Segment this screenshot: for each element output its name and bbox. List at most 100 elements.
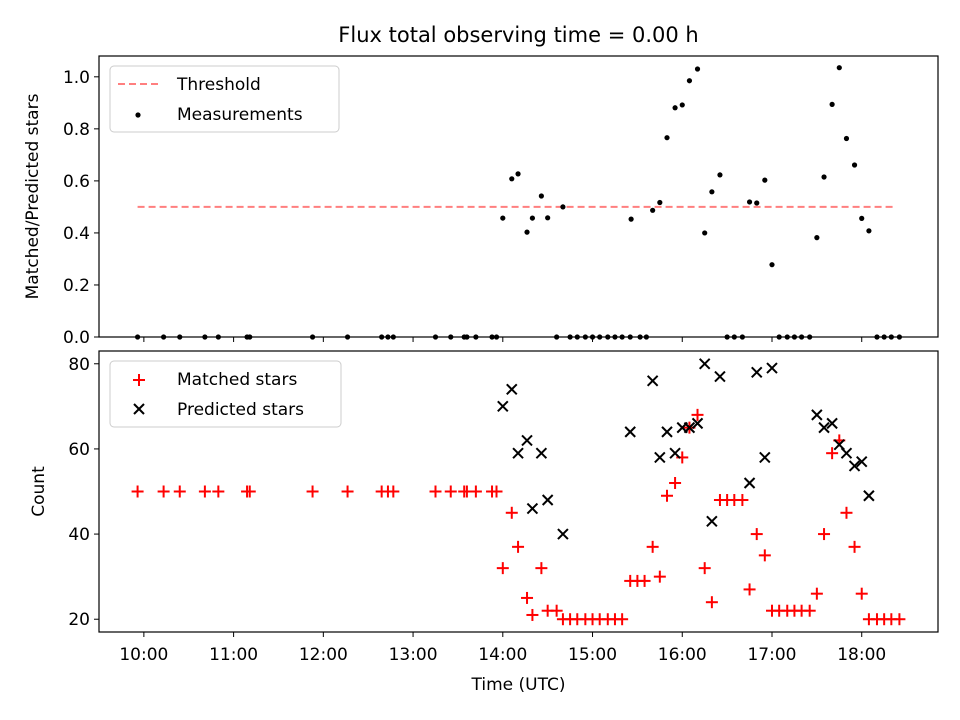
x-tick-label: 12:00: [299, 645, 348, 665]
measurement-point: [829, 101, 835, 107]
matched-point: [893, 613, 906, 626]
predicted-point: [691, 417, 704, 430]
top-legend-box: [109, 65, 340, 133]
predicted-point: [818, 421, 830, 434]
predicted-point: [654, 451, 666, 464]
matched-point: [646, 540, 659, 553]
y-tick-label: 0.0: [63, 328, 90, 348]
x-tick-label: 14:00: [478, 645, 527, 665]
matched-point: [429, 485, 442, 498]
top-title: Flux total observing time = 0.00 h: [338, 23, 698, 47]
bottom-y-ticks: 20 40 60 80: [68, 355, 99, 630]
x-tick-label: 10:00: [119, 645, 168, 665]
matched-point: [131, 485, 144, 498]
matched-point: [173, 485, 186, 498]
bottom-axes-frame: [98, 350, 939, 633]
measurement-point: [836, 65, 842, 71]
predicted-legend-swatch: [133, 403, 145, 415]
bottom-legend-box: [109, 360, 342, 428]
measurement-point: [664, 135, 670, 141]
matched-point: [638, 574, 651, 587]
x-tick-label: 18:00: [837, 645, 886, 665]
predicted-point: [743, 477, 756, 489]
top-legend: Threshold Measurements: [109, 65, 340, 133]
matched-point: [736, 494, 749, 507]
predicted-point: [766, 362, 778, 374]
top-x-ticks: [143, 337, 863, 342]
predicted-point: [848, 460, 861, 472]
matched-point: [855, 587, 868, 600]
predicted-point: [497, 400, 509, 413]
measurement-point: [762, 177, 768, 183]
bottom-x-axis-label: Time (UTC): [471, 675, 566, 695]
matched-point: [691, 408, 704, 421]
matched-point: [550, 604, 563, 617]
measurements-legend-label: Measurements: [177, 105, 303, 125]
matched-point: [840, 506, 853, 519]
predicted-point: [759, 451, 771, 464]
y-tick-label: 1.0: [63, 68, 90, 88]
predicted-point: [557, 528, 569, 540]
measurement-point: [717, 172, 723, 178]
matched-point: [705, 596, 718, 609]
y-tick-label: 0.4: [63, 224, 90, 244]
matched-point: [669, 476, 682, 489]
measurement-point: [866, 228, 872, 234]
measurement-point: [657, 199, 663, 206]
measurement-point: [746, 199, 753, 205]
y-tick-label: 0.2: [63, 276, 90, 296]
predicted-point: [541, 494, 554, 506]
top-plot-area: 0.0 0.2 0.4 0.6 0.8 1.0 Matched/Predicted sta…: [23, 55, 939, 348]
y-tick-label: 20: [68, 610, 90, 630]
measurement-point: [851, 162, 858, 168]
predicted-point: [535, 447, 548, 459]
measurement-point: [524, 229, 530, 235]
y-tick-label: 60: [68, 440, 90, 460]
matched-point: [490, 485, 503, 498]
predicted-point: [506, 383, 518, 396]
measurement-point: [754, 200, 760, 206]
matched-point: [750, 528, 763, 541]
measurement-point: [509, 176, 515, 182]
matched-legend-label: Matched stars: [177, 370, 297, 390]
matched-point: [826, 447, 839, 460]
x-tick-label: 11:00: [209, 645, 258, 665]
measurement-point: [538, 193, 544, 199]
measurement-point: [515, 171, 521, 177]
matched-point: [848, 540, 861, 553]
predicted-stars-series: [497, 358, 875, 540]
predicted-point: [526, 502, 539, 515]
matched-point: [526, 608, 539, 621]
threshold-legend-label: Threshold: [176, 75, 261, 95]
matched-point: [496, 562, 509, 575]
measurement-point: [679, 102, 685, 108]
matched-stars-series: [131, 408, 906, 626]
measurement-point: [859, 215, 865, 221]
x-tick-label: 16:00: [658, 645, 707, 665]
bottom-x-ticks: 10:00 11:00 12:00 13:00 14:00 15:00 16:00 17:00…: [119, 632, 886, 665]
matched-point: [535, 562, 548, 575]
predicted-point: [646, 375, 659, 387]
x-tick-label: 13:00: [389, 645, 438, 665]
matched-point: [803, 604, 816, 617]
matched-point: [341, 485, 354, 498]
measurement-point: [686, 78, 693, 84]
predicted-point: [826, 417, 838, 430]
measurement-point: [628, 216, 634, 222]
x-tick-label: 15:00: [568, 645, 617, 665]
measurement-point: [769, 262, 775, 268]
measurement-point: [545, 215, 551, 221]
measurement-point: [709, 189, 715, 195]
measurement-point: [702, 230, 708, 236]
predicted-point: [521, 434, 533, 447]
predicted-point: [661, 426, 673, 438]
matched-point: [653, 570, 666, 583]
measurement-point: [650, 207, 656, 213]
matched-point: [212, 485, 225, 498]
matched-point: [810, 587, 823, 600]
matched-point: [198, 485, 211, 498]
measurement-point: [843, 135, 850, 142]
matched-point: [243, 485, 256, 498]
top-y-ticks: 0.0 0.2 0.4 0.6 0.8 1.0: [63, 68, 99, 348]
